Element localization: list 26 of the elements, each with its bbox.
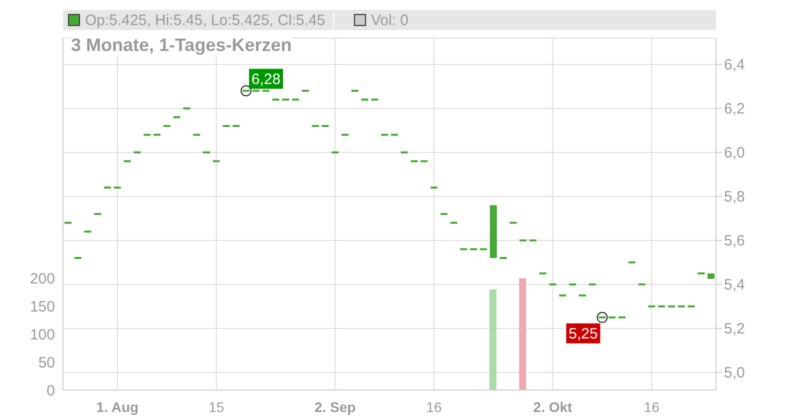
y-tick-label: 6,2: [724, 100, 745, 118]
x-tick-label: 2. Sep: [314, 399, 356, 415]
x-tick-label: 2. Okt: [533, 399, 573, 415]
chart-title: 3 Monate, 1-Tages-Kerzen: [71, 35, 292, 56]
text: Op:5.425, Hi:5.45, Lo:5.425, Cl:5.45: [85, 12, 326, 28]
candlestick: [708, 273, 715, 279]
x-tick-label: 16: [644, 399, 660, 415]
text: Vol: 0: [371, 12, 409, 28]
y2-tick-label: 150: [30, 298, 55, 316]
y-tick-label: 5,0: [724, 364, 745, 382]
y-tick-label: 5,8: [724, 188, 745, 206]
y-tick-label: 5,6: [724, 232, 745, 250]
annotation: 5,25: [568, 325, 598, 342]
y2-tick-label: 50: [38, 354, 55, 372]
candlestick: [490, 205, 497, 258]
y2-tick-label: 100: [30, 326, 55, 344]
annotation: 6,28: [251, 70, 281, 88]
x-tick-label: 15: [208, 399, 224, 415]
y-tick-label: 5,2: [724, 320, 745, 338]
x-tick-label: 16: [426, 399, 442, 415]
y-tick-label: 6,4: [724, 56, 745, 74]
x-tick-label: 1. Aug: [96, 399, 139, 415]
y-tick-label: 6,0: [724, 144, 745, 162]
y2-tick-label: 0: [46, 382, 55, 400]
y2-tick-label: 200: [30, 270, 55, 288]
y-tick-label: 5,4: [724, 276, 745, 294]
